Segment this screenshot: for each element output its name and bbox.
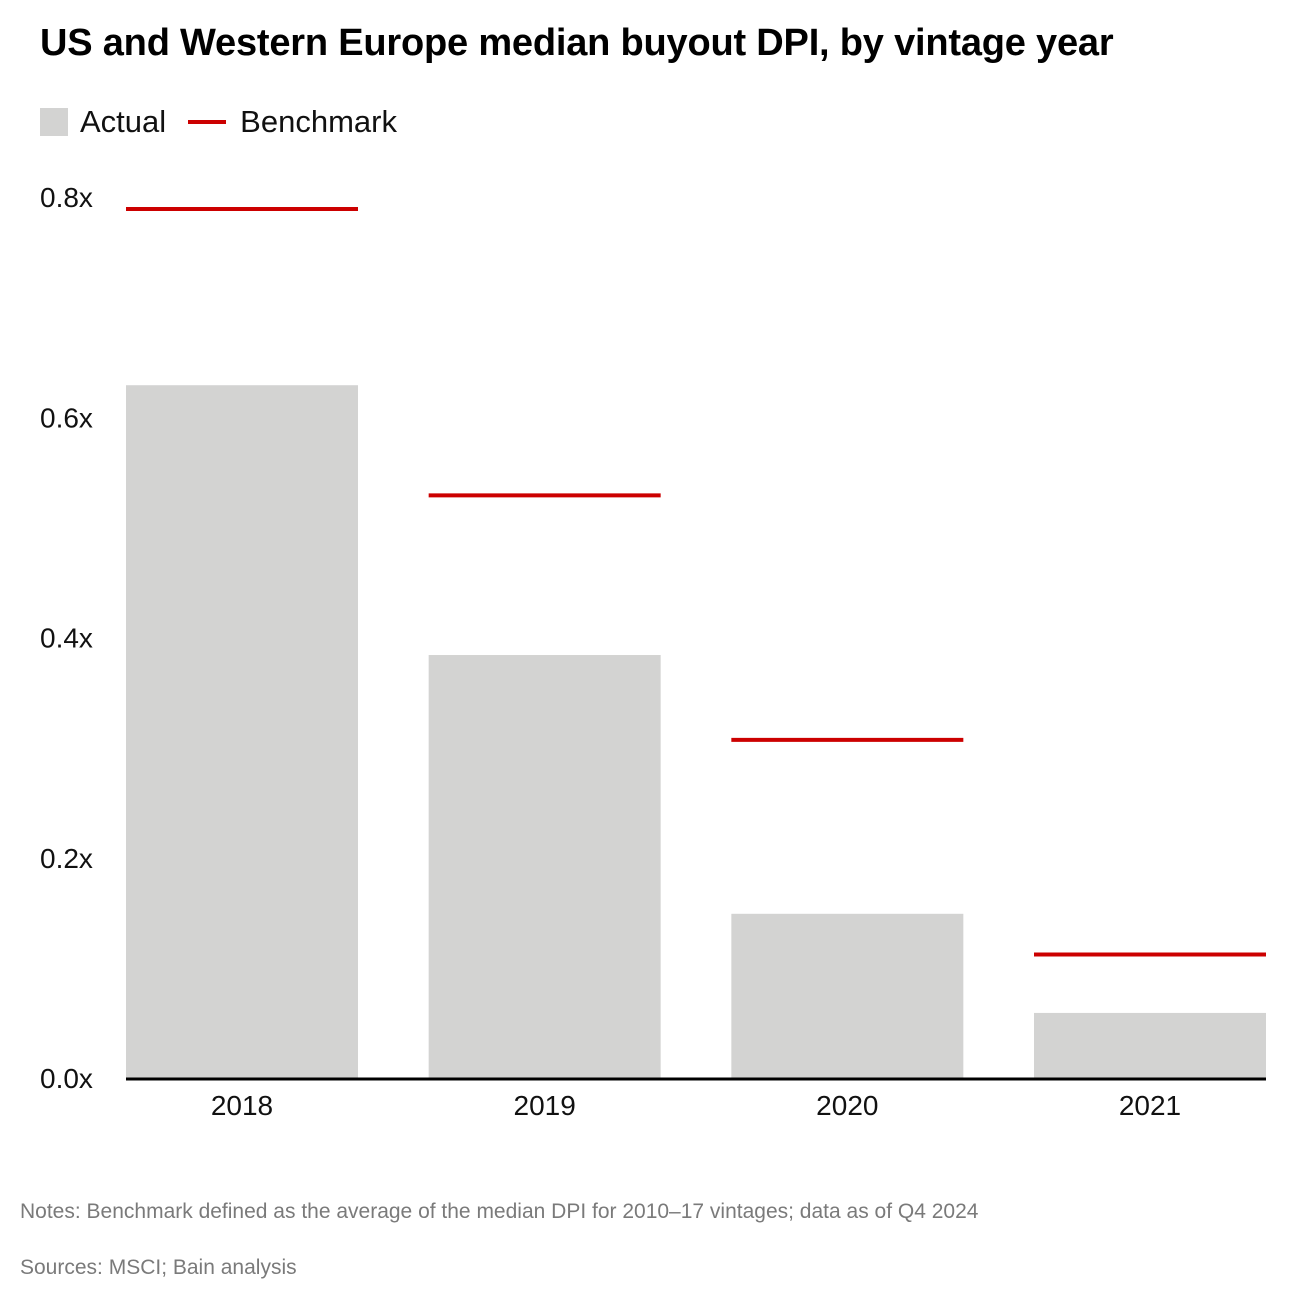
legend-swatch-benchmark: [188, 120, 227, 124]
legend-item-actual: Actual: [40, 104, 166, 140]
y-tick-label: 0.4x: [40, 623, 93, 654]
legend: Actual Benchmark: [40, 100, 419, 144]
x-tick-label-2019: 2019: [514, 1090, 576, 1121]
bar-actual-2019: [428, 655, 661, 1079]
x-axis-ticks: 2018 2019 2020 2021: [211, 1090, 1181, 1121]
y-tick-label: 0.2x: [40, 843, 93, 874]
x-tick-label-2021: 2021: [1119, 1090, 1181, 1121]
y-tick-label: 0.6x: [40, 402, 93, 433]
x-tick-label-2018: 2018: [211, 1090, 273, 1121]
chart-title: US and Western Europe median buyout DPI,…: [40, 22, 1114, 64]
x-tick-label-2020: 2020: [816, 1090, 878, 1121]
legend-label-actual: Actual: [80, 104, 167, 139]
y-tick-label: 0.8x: [40, 182, 93, 213]
legend-label-benchmark: Benchmark: [240, 104, 397, 139]
bar-actual-2021: [1034, 1012, 1266, 1079]
legend-item-benchmark: Benchmark: [188, 104, 397, 140]
bar-actual-2018: [126, 385, 358, 1079]
benchmark-markers: [126, 207, 1266, 957]
y-tick-label: 0.0x: [40, 1063, 93, 1094]
notes-text: Notes: Benchmark defined as the average …: [20, 1200, 979, 1223]
legend-swatch-actual: [40, 108, 68, 136]
actual-bars: [126, 385, 1266, 1079]
sources-text: Sources: MSCI; Bain analysis: [20, 1256, 297, 1279]
y-axis-ticks: 0.0x 0.2x 0.4x 0.6x 0.8x: [40, 182, 93, 1094]
bar-actual-2020: [731, 913, 964, 1079]
bar-chart: 0.0x 0.2x 0.4x 0.6x 0.8x 2018 2019 2020 2021: [40, 182, 1266, 1121]
